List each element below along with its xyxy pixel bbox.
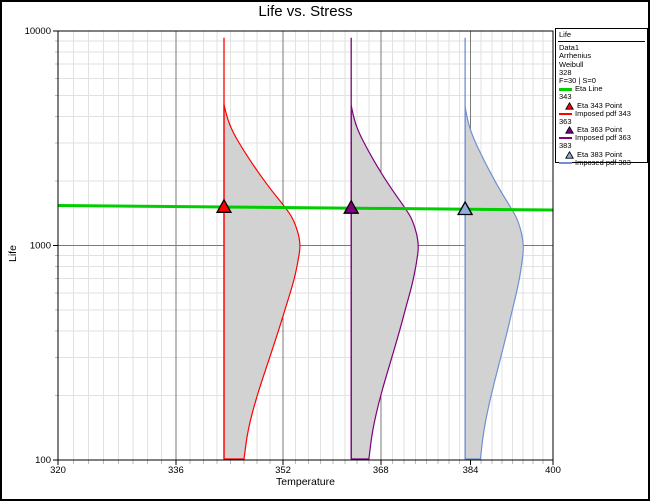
legend-row: Eta Line — [558, 85, 645, 93]
plot-border — [57, 30, 554, 461]
y-axis-title: Life — [7, 245, 19, 262]
y-tick-label: 1000 — [30, 241, 51, 252]
eta-line — [57, 204, 554, 212]
eta-343-triangle-marker — [215, 198, 233, 213]
legend-row: 383 — [558, 142, 645, 150]
legend-label: Imposed pdf 383 — [575, 158, 631, 167]
tick-labels: 320 336 352 368 384 400 100 1000 10000 — [25, 26, 561, 476]
x-tick-label: 336 — [168, 465, 184, 476]
pdf-curve-383 — [464, 37, 524, 460]
legend-row: Imposed pdf 343 — [558, 110, 645, 118]
legend-label: Eta 343 Point — [577, 101, 623, 110]
legend-row: 328 — [558, 69, 645, 77]
legend-label: 343 — [559, 93, 572, 102]
x-tick-label: 384 — [463, 465, 479, 476]
legend-row: Eta 363 Point — [558, 126, 645, 134]
y-tick-label: 10000 — [25, 26, 51, 37]
legend-row: Weibull — [558, 61, 645, 69]
pdf-curve-363 — [350, 37, 419, 460]
legend-label: F=30 | S=0 — [559, 76, 596, 85]
legend-row: Imposed pdf 363 — [558, 134, 645, 142]
chart-title: Life vs. Stress — [258, 3, 353, 20]
triangle-marker-icon — [565, 126, 574, 134]
eta-point-markers — [215, 198, 474, 216]
legend-box: Life Data1 Arrhenius Weibull 328 F=30 | S=0 E… — [555, 28, 648, 167]
legend-row: Eta 383 Point — [558, 151, 645, 159]
legend-label: Eta Line — [575, 85, 603, 94]
legend-row: 343 — [558, 93, 645, 101]
legend-label: Arrhenius — [559, 52, 592, 61]
legend-label: 383 — [559, 142, 572, 151]
eta-363-triangle-marker — [343, 199, 360, 214]
legend-line-swatch — [559, 161, 572, 164]
x-axis-title: Temperature — [276, 476, 335, 488]
legend-label: Eta 363 Point — [577, 126, 623, 135]
legend-label: 328 — [559, 68, 572, 77]
legend-row: Eta 343 Point — [558, 102, 645, 110]
legend-line-swatch — [559, 112, 572, 115]
eta-383-triangle-marker — [456, 200, 474, 216]
x-tick-label: 400 — [545, 465, 561, 476]
legend-label: Data1 — [559, 44, 580, 53]
pdf-curves — [223, 37, 524, 460]
y-tick-label: 100 — [35, 455, 51, 466]
x-tick-label: 320 — [50, 465, 66, 476]
legend-row: 363 — [558, 118, 645, 126]
triangle-marker-icon — [565, 150, 574, 159]
legend-label: Eta 383 Point — [577, 150, 623, 159]
legend-header: Life — [558, 30, 645, 43]
legend-row: F=30 | S=0 — [558, 77, 645, 85]
triangle-marker-icon — [565, 101, 574, 110]
legend-label: Imposed pdf 343 — [575, 109, 631, 118]
legend-row: Imposed pdf 383 — [558, 159, 645, 167]
legend-label: Weibull — [559, 60, 584, 69]
x-tick-label: 352 — [275, 465, 291, 476]
x-tick-label: 368 — [373, 465, 389, 476]
legend-label: 363 — [559, 117, 572, 126]
legend-label: Imposed pdf 363 — [575, 134, 631, 143]
legend-line-swatch — [559, 87, 572, 91]
legend-row: Arrhenius — [558, 52, 645, 60]
pdf-curve-343 — [223, 37, 301, 460]
legend-row: Data1 — [558, 44, 645, 52]
legend-line-swatch — [559, 137, 572, 140]
